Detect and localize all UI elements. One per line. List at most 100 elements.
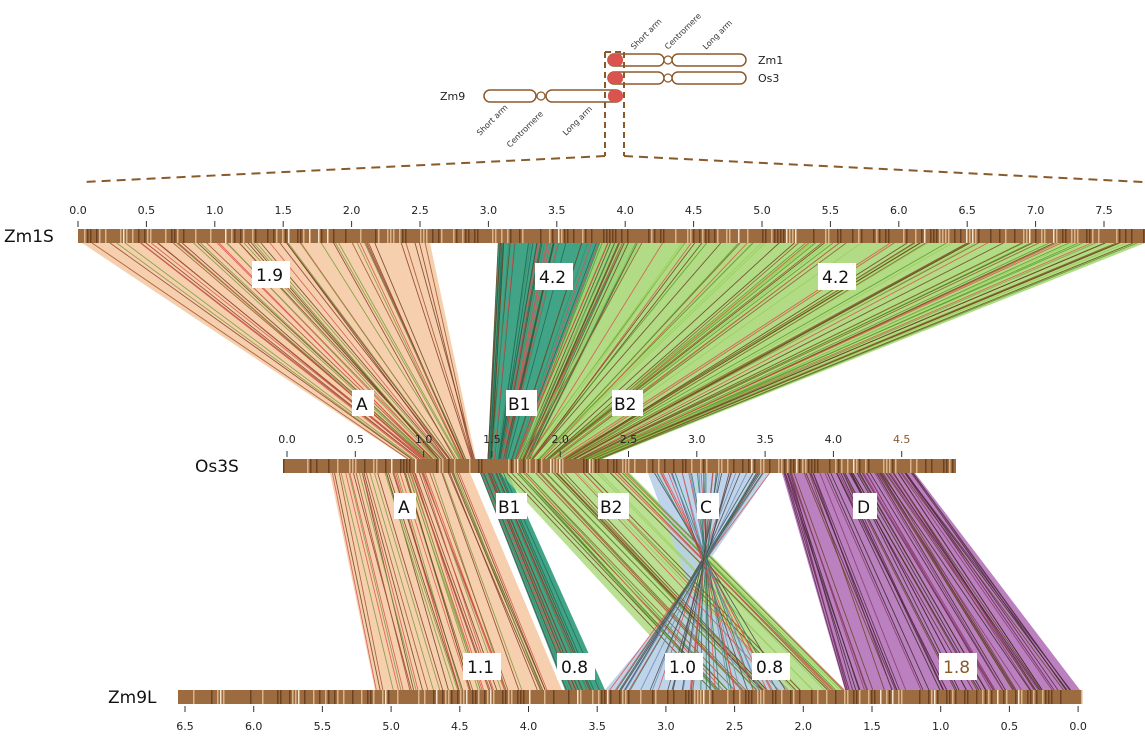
synteny-link [369,472,434,691]
synteny-link [522,242,625,460]
synteny-link [547,242,816,460]
inset-zm1-label: Zm1 [758,54,783,67]
track-stripe [564,229,566,243]
track-stripe [442,459,444,473]
synteny-link [586,242,1074,460]
track-stripe [282,229,284,243]
synteny-link [789,472,853,691]
track-stripe [333,229,335,243]
track-stripe [858,229,860,243]
track-stripe [1125,229,1127,243]
track-stripe [364,459,366,473]
track-stripe [495,229,497,243]
synteny-link [441,472,520,691]
track-stripe [1023,229,1025,243]
zm9l-tick-label: 6.0 [245,720,263,733]
track-stripe [660,229,662,243]
synteny-link [617,472,833,691]
track-stripe [852,229,854,243]
track-stripe [319,690,321,704]
track-stripe [1098,229,1100,243]
track-stripe [388,690,390,704]
track-stripe [910,459,912,473]
track-stripe [658,459,660,473]
track-stripe [699,229,701,243]
synteny-link [546,242,814,460]
zm9l-tick-label: 5.5 [314,720,332,733]
synteny-link [579,242,1004,460]
track-stripe [402,229,404,243]
track-stripe [393,229,395,243]
track-stripe [562,459,564,473]
zm1s-tick-label: 4.5 [685,204,703,217]
synteny-link [200,242,431,460]
track-stripe [748,690,750,704]
track-stripe [607,459,609,473]
track-stripe [523,690,525,704]
track-stripe [652,459,654,473]
track-stripe [553,690,555,704]
track-stripe [1006,690,1008,704]
track-stripe [297,229,299,243]
track-stripe [310,459,312,473]
track-stripe [664,459,666,473]
track-stripe [1062,229,1064,243]
zm1s-tick-label: 3.0 [480,204,498,217]
synteny-link [568,242,947,460]
os3s-tick-label: 4.0 [825,433,843,446]
track-stripe [622,690,624,704]
track-stripe [474,229,476,243]
track-stripe [288,229,290,243]
track-stripe [652,690,654,704]
track-stripe [601,690,603,704]
track-stripe [501,229,503,243]
synteny-link [548,242,825,460]
synteny-link [578,242,988,460]
track-stripe [682,459,684,473]
track-stripe [475,690,477,704]
track-stripe [738,229,740,243]
track-stripe [933,229,935,243]
synteny-link [541,242,748,460]
track-stripe [519,229,521,243]
synteny-link [552,472,763,691]
synteny-link [455,472,542,691]
track-stripe [690,229,692,243]
inset-os3-label: Os3 [758,72,779,85]
synteny-link [338,472,384,691]
track-stripe [853,459,855,473]
synteny-link [498,242,529,460]
track-stripe [318,229,320,243]
track-stripe [1005,229,1007,243]
synteny-link [449,472,538,691]
track-stripe [754,459,756,473]
track-stripe [454,459,456,473]
synteny-link [424,242,474,460]
track-stripe [751,459,753,473]
synteny-link [547,242,795,460]
track-stripe [361,690,363,704]
synteny-link [414,242,475,460]
os3s-tick-label: 0.0 [278,433,296,446]
track-stripe [462,229,464,243]
track-zm9l: Zm9L [108,688,1083,708]
track-stripe [790,459,792,473]
track-os3s-stripes [283,459,954,473]
track-stripe [420,229,422,243]
track-stripe [655,690,657,704]
track-stripe [841,459,843,473]
track-stripe [1131,229,1133,243]
inset-bottom-long-arm-label: Long arm [561,104,594,137]
synteny-link [377,472,444,691]
inset-zm1-long-arm [671,53,747,67]
track-stripe [375,229,377,243]
zoom-expand-right [623,155,1144,183]
track-stripe [702,229,704,243]
track-stripe [487,690,489,704]
track-stripe [240,229,242,243]
label-box-b2-lower [598,493,629,519]
zm9l-tick-label: 5.0 [382,720,400,733]
track-stripe [445,690,447,704]
track-stripe [540,229,542,243]
